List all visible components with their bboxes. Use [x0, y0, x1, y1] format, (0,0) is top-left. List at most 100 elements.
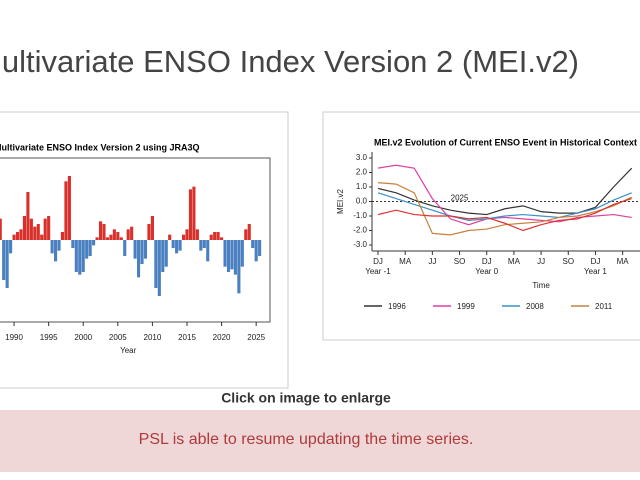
bar: [202, 240, 206, 248]
bar: [161, 240, 165, 272]
y-tick-label: -3.0: [353, 240, 367, 249]
bar: [226, 240, 231, 272]
bar: [43, 218, 47, 240]
bar: [154, 240, 158, 288]
legend-label: 1996: [388, 302, 406, 311]
bar: [47, 216, 51, 240]
bar: [71, 240, 75, 248]
x-tick-label: SO: [454, 257, 466, 266]
bar: [26, 192, 30, 240]
bar: [112, 229, 116, 240]
bar: [74, 240, 78, 272]
bar: [237, 240, 241, 294]
x-tick-label: MA: [617, 257, 630, 266]
bar: [12, 234, 16, 240]
x-tick-label: 2020: [213, 333, 231, 342]
bar: [213, 232, 217, 240]
y-tick-label: 0.0: [356, 197, 368, 206]
bar: [102, 224, 106, 240]
bar: [0, 218, 2, 240]
bar: [223, 240, 227, 267]
x-tick-label: MA: [399, 257, 412, 266]
x-tick-label: 1990: [5, 333, 23, 342]
bar: [95, 237, 99, 240]
notice: PSL is able to resume updating the time …: [139, 431, 474, 448]
bar: [147, 224, 151, 240]
bar: [251, 240, 255, 248]
bar: [126, 229, 130, 240]
bar: [143, 240, 148, 259]
bar: [109, 234, 113, 240]
series-line: [377, 182, 632, 236]
chart-title: Multivariate ENSO Index Version 2 using …: [0, 142, 200, 152]
bar: [19, 229, 23, 240]
bar: [36, 224, 40, 240]
bar: [29, 218, 33, 240]
plot-frame: [0, 157, 271, 323]
x-tick-label: DJ: [482, 257, 492, 266]
x-tick-label: 2015: [178, 333, 196, 342]
caption: Click on image to enlarge: [221, 390, 391, 406]
bar: [15, 232, 20, 240]
bar: [81, 240, 85, 272]
y-tick-label: -1.0: [353, 211, 367, 220]
bar: [206, 240, 210, 262]
legend-label: 2011: [595, 302, 613, 311]
bar: [50, 240, 54, 254]
bar: [181, 234, 186, 240]
bar: [78, 240, 82, 275]
legend-label: 2008: [526, 302, 544, 311]
bar: [137, 240, 141, 278]
bar: [85, 240, 89, 259]
bar: [233, 240, 237, 275]
bar: [98, 221, 103, 240]
bar: [105, 237, 110, 240]
bar: [5, 240, 9, 288]
bar: [254, 240, 258, 262]
bar: [230, 240, 234, 270]
bar: [133, 240, 137, 259]
bar: [140, 240, 144, 264]
reference-label: 2025: [451, 194, 469, 203]
bar: [9, 240, 13, 254]
bar: [216, 232, 220, 240]
bar: [157, 240, 161, 296]
x-tick-label: JJ: [428, 257, 436, 266]
bar: [188, 189, 193, 240]
legend-label: 1999: [457, 302, 475, 311]
bar: [244, 229, 248, 240]
x-axis-label: Time: [532, 281, 550, 290]
x-tick-label: JJ: [537, 257, 545, 266]
x-tick-label: MA: [508, 257, 521, 266]
bar: [168, 234, 172, 240]
series-line: [377, 167, 633, 216]
series-line: [377, 198, 632, 232]
bar: [247, 224, 251, 240]
bar: [185, 229, 189, 240]
bar: [2, 240, 6, 280]
bar: [175, 240, 179, 254]
year-label: Year 0: [475, 267, 498, 276]
x-tick-label: 2000: [74, 333, 92, 342]
y-tick-label: 1.0: [356, 182, 368, 191]
bar: [33, 226, 37, 240]
series-line: [377, 164, 632, 226]
bar: [178, 240, 182, 251]
year-label: Year -1: [365, 267, 391, 276]
right-image-frame[interactable]: [322, 111, 640, 341]
bar: [192, 186, 196, 240]
x-tick-label: DJ: [373, 257, 383, 266]
bar: [88, 240, 92, 256]
bar: [54, 240, 58, 262]
y-tick-label: -2.0: [353, 226, 367, 235]
bar: [164, 240, 168, 267]
x-tick-label: 2005: [109, 333, 127, 342]
bar: [195, 229, 199, 240]
bar: [119, 237, 123, 240]
bar: [150, 216, 154, 240]
y-tick-label: 2.0: [356, 168, 368, 177]
x-tick-label: 1995: [40, 333, 58, 342]
x-axis-label: Year: [120, 346, 137, 355]
